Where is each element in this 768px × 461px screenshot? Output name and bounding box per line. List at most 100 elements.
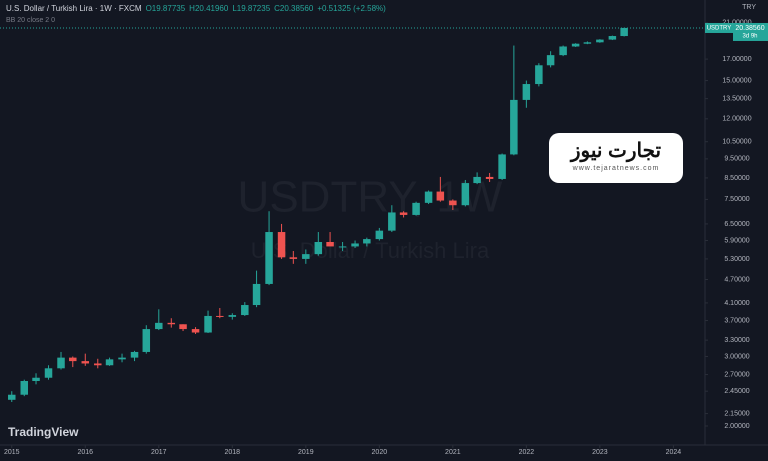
high: H20.41960 bbox=[189, 4, 229, 13]
price-tag bbox=[733, 22, 768, 41]
candle-body bbox=[241, 305, 249, 316]
candle-body bbox=[155, 322, 163, 330]
candle-body bbox=[412, 202, 420, 215]
candle-body bbox=[8, 394, 16, 400]
y-tick-label: 12.00000 bbox=[722, 116, 751, 123]
x-tick-label: 2022 bbox=[519, 449, 535, 456]
candle-body bbox=[424, 191, 433, 203]
candle-body bbox=[436, 191, 445, 201]
y-tick-label: 6.50000 bbox=[724, 221, 749, 228]
y-tick-label: 3.30000 bbox=[724, 337, 749, 344]
candle-body bbox=[118, 357, 126, 360]
candle-body bbox=[142, 329, 151, 352]
candle-body bbox=[277, 232, 286, 258]
candle-body bbox=[191, 329, 200, 333]
candle-body bbox=[608, 36, 617, 40]
indicator[interactable]: BB 20 close 2 0 bbox=[6, 17, 56, 24]
candle-body bbox=[535, 65, 543, 85]
candle-body bbox=[326, 241, 334, 247]
candle-body bbox=[105, 359, 114, 366]
x-tick-label: 2018 bbox=[225, 449, 241, 456]
currency[interactable]: TRY bbox=[742, 4, 756, 11]
candle-body bbox=[204, 315, 212, 333]
x-tick-label: 2016 bbox=[77, 449, 93, 456]
y-tick-label: 5.30000 bbox=[724, 256, 749, 263]
x-tick-label: 2021 bbox=[445, 449, 461, 456]
countdown: 3d 9h bbox=[742, 34, 757, 40]
candle-body bbox=[69, 357, 77, 362]
candle-body bbox=[571, 43, 580, 47]
y-tick-label: 17.00000 bbox=[722, 56, 751, 63]
candle-body bbox=[546, 55, 555, 66]
candle-body bbox=[498, 154, 506, 179]
candle-body bbox=[449, 200, 457, 206]
symbol: U.S. Dollar / Turkish Lira · 1W · FXCM bbox=[6, 4, 142, 13]
candle-body bbox=[485, 176, 494, 179]
candle-body bbox=[289, 257, 298, 259]
y-tick-label: 8.50000 bbox=[724, 175, 749, 182]
candle-body bbox=[32, 377, 40, 382]
candle-body bbox=[20, 381, 29, 395]
y-tick-label: 3.70000 bbox=[724, 317, 749, 324]
candle-body bbox=[57, 357, 65, 369]
candle-body bbox=[522, 84, 531, 100]
x-tick-label: 2017 bbox=[151, 449, 167, 456]
logo: تجارت نیوز www.tejaratnews.com bbox=[549, 133, 683, 183]
x-tick-label: 2023 bbox=[592, 449, 608, 456]
x-tick-label: 2015 bbox=[4, 449, 20, 456]
candle-body bbox=[399, 212, 408, 215]
candle-body bbox=[583, 42, 592, 44]
y-tick-label: 10.50000 bbox=[722, 139, 751, 146]
close: C20.38560 bbox=[274, 4, 314, 13]
candle-body bbox=[252, 283, 261, 306]
candle-body bbox=[130, 351, 139, 358]
brand: TradingView bbox=[8, 425, 79, 439]
candle-body bbox=[302, 254, 310, 259]
candle-body bbox=[363, 239, 371, 244]
symbol-tag bbox=[705, 22, 733, 33]
y-tick-label: 2.15000 bbox=[724, 410, 749, 417]
y-tick-label: 9.50000 bbox=[724, 156, 749, 163]
symbol-tag-label: USDTRY bbox=[707, 26, 732, 32]
x-tick-label: 2024 bbox=[666, 449, 682, 456]
y-tick-label: 13.50000 bbox=[722, 95, 751, 102]
y-tick-label: 7.50000 bbox=[724, 196, 749, 203]
candle-body bbox=[375, 230, 384, 240]
candle-body bbox=[81, 361, 90, 364]
y-tick-label: 2.70000 bbox=[724, 371, 749, 378]
logo-title: تجارت نیوز bbox=[570, 140, 662, 162]
candle-body bbox=[216, 315, 224, 317]
open: O19.87735 bbox=[145, 4, 186, 13]
y-tick-label: 3.00000 bbox=[724, 353, 749, 360]
candle-body bbox=[388, 212, 396, 231]
watermark: USDTRY, 1W bbox=[238, 173, 503, 222]
candle-body bbox=[265, 232, 273, 284]
y-tick-label: 15.00000 bbox=[722, 77, 751, 84]
logo-url: www.tejaratnews.com bbox=[572, 165, 660, 172]
candle-body bbox=[351, 243, 359, 247]
x-tick-label: 2020 bbox=[372, 449, 388, 456]
candle-body bbox=[314, 241, 323, 255]
y-tick-label: 2.00000 bbox=[724, 423, 749, 430]
candle-body bbox=[510, 99, 518, 155]
candle-body bbox=[620, 27, 628, 37]
low: L19.87235 bbox=[232, 4, 271, 13]
candle-body bbox=[473, 176, 481, 184]
candle-body bbox=[596, 39, 604, 43]
candle-body bbox=[338, 246, 347, 248]
candle-body bbox=[44, 368, 53, 378]
candle-body bbox=[461, 183, 470, 206]
candle-body bbox=[167, 322, 176, 325]
y-tick-label: 4.70000 bbox=[724, 276, 749, 283]
y-tick-label: 5.90000 bbox=[724, 237, 749, 244]
candle-body bbox=[559, 46, 567, 56]
legend: U.S. Dollar / Turkish Lira · 1W · FXCM O1… bbox=[6, 4, 390, 13]
x-tick-label: 2019 bbox=[298, 449, 314, 456]
candle-body bbox=[228, 315, 237, 317]
price-tag-label: 20.38560 bbox=[735, 25, 764, 32]
change: +0.51325 (+2.58%) bbox=[317, 4, 386, 13]
y-tick-label: 4.10000 bbox=[724, 300, 749, 307]
